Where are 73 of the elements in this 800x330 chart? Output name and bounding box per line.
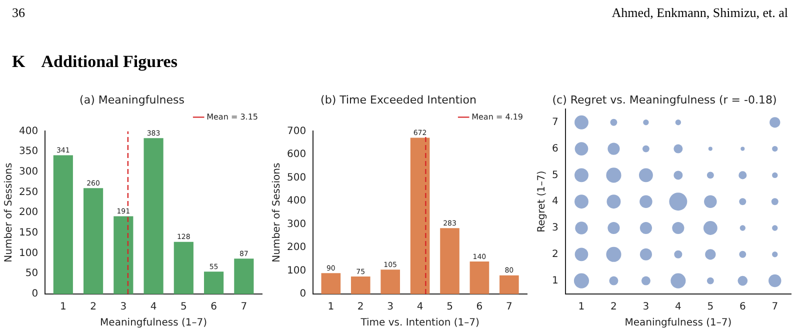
x-axis-title: Meaningfulness (1–7)	[100, 318, 208, 329]
x-tick-label: 4	[416, 302, 424, 313]
x-tick-label: 3	[642, 302, 650, 313]
y-tick-label: 100	[286, 265, 306, 276]
y-tick-label: 2	[552, 248, 558, 260]
legend-label: Mean = 4.19	[472, 112, 524, 122]
y-tick-label: 100	[18, 248, 38, 259]
x-tick-label: 1	[60, 302, 66, 313]
y-axis-title: Regret (1–7)	[536, 170, 548, 232]
chart-title: (b) Time Exceeded Intention	[320, 93, 476, 106]
chart-title: (c) Regret vs. Meaningfulness (r = -0.18)	[552, 93, 777, 106]
x-axis-title: Meaningfulness (1–7)	[624, 318, 732, 329]
bar	[440, 228, 460, 294]
bar	[470, 261, 490, 294]
y-axis-title: Number of Sessions	[272, 162, 283, 262]
x-tick-label: 4	[674, 302, 682, 313]
y-tick-label: 0	[300, 288, 306, 300]
y-tick-label: 0	[32, 288, 38, 300]
y-tick-label: 50	[25, 268, 38, 280]
y-tick-label: 400	[286, 196, 306, 207]
bar	[53, 155, 73, 294]
x-axis-title: Time vs. Intention (1–7)	[360, 318, 480, 329]
y-tick-label: 400	[18, 126, 38, 137]
y-tick-label: 300	[286, 218, 306, 230]
text: 36	[12, 5, 25, 21]
x-tick-label: 6	[739, 302, 746, 313]
x-tick-label: 3	[387, 302, 394, 313]
y-tick-label: 3	[552, 222, 558, 234]
y-tick-label: 300	[18, 166, 38, 178]
x-tick-label: 5	[707, 302, 714, 313]
x-tick-label: 7	[772, 302, 778, 313]
x-tick-label: 1	[578, 302, 585, 313]
x-tick-label: 4	[150, 302, 157, 313]
y-tick-label: 1	[552, 275, 558, 286]
y-tick-label: 150	[18, 228, 38, 239]
y-tick-label: 7	[552, 116, 558, 128]
bar	[350, 276, 370, 294]
bar	[234, 258, 254, 294]
y-tick-label: 700	[286, 126, 306, 137]
bar	[410, 138, 430, 294]
legend-label: Mean = 3.15	[206, 112, 258, 122]
text: K Additional Figures	[12, 52, 178, 72]
y-tick-label: 200	[286, 242, 306, 254]
x-tick-label: 3	[120, 302, 127, 313]
y-tick-label: 350	[18, 146, 38, 158]
x-tick-label: 2	[610, 302, 617, 313]
bar	[500, 275, 519, 294]
x-tick-label: 6	[210, 302, 217, 313]
x-tick-label: 5	[180, 302, 187, 313]
y-tick-label: 500	[286, 172, 306, 184]
x-tick-label: 1	[328, 302, 334, 313]
x-tick-label: 7	[240, 302, 248, 313]
bar	[84, 188, 104, 294]
x-tick-label: 6	[476, 302, 483, 313]
bar	[174, 242, 194, 294]
y-tick-label: 600	[286, 149, 306, 160]
text: Ahmed, Enkmann, Shimizu, et. al	[612, 5, 788, 21]
x-tick-label: 5	[446, 302, 453, 313]
y-tick-label: 5	[552, 170, 558, 181]
x-tick-label: 7	[506, 302, 512, 313]
y-axis-title: Number of Sessions	[4, 162, 15, 262]
bar	[144, 138, 164, 294]
bar	[114, 216, 134, 294]
y-tick-label: 4	[552, 196, 558, 208]
bar	[204, 272, 224, 294]
x-tick-label: 2	[357, 302, 364, 313]
y-tick-label: 6	[552, 143, 558, 154]
y-tick-label: 200	[18, 207, 38, 218]
x-tick-label: 2	[90, 302, 96, 313]
bar	[380, 270, 400, 294]
chart-title: (a) Meaningfulness	[80, 93, 185, 106]
bar	[321, 273, 341, 294]
y-tick-label: 250	[18, 186, 38, 198]
